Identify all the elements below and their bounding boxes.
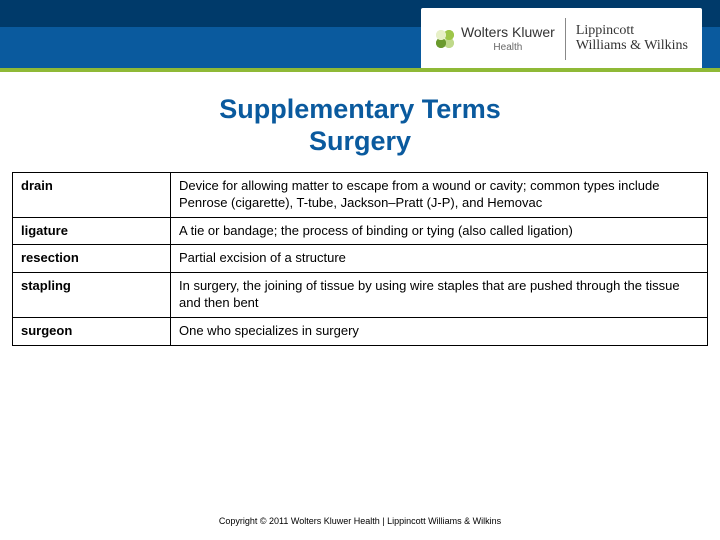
brand-right-line2: Williams & Wilkins — [576, 39, 688, 54]
wolters-kluwer-icon — [435, 29, 455, 49]
table-row: resection Partial excision of a structur… — [13, 245, 708, 273]
brand-divider — [565, 18, 566, 60]
definition-cell: In surgery, the joining of tissue by usi… — [171, 273, 708, 318]
table-row: stapling In surgery, the joining of tiss… — [13, 273, 708, 318]
term-cell: surgeon — [13, 318, 171, 346]
terms-table: drain Device for allowing matter to esca… — [12, 172, 708, 346]
table-row: ligature A tie or bandage; the process o… — [13, 217, 708, 245]
header-band: Wolters Kluwer Health Lippincott William… — [0, 0, 720, 72]
term-cell: resection — [13, 245, 171, 273]
brand-left-sub: Health — [461, 43, 555, 53]
term-cell: drain — [13, 172, 171, 217]
brand-left: Wolters Kluwer Health — [435, 25, 555, 53]
definition-cell: Partial excision of a structure — [171, 245, 708, 273]
term-cell: ligature — [13, 217, 171, 245]
table-row: surgeon One who specializes in surgery — [13, 318, 708, 346]
title-line1: Supplementary Terms — [219, 94, 501, 124]
brand-left-name: Wolters Kluwer — [461, 25, 555, 39]
title-line2: Surgery — [309, 126, 411, 156]
copyright-text: Copyright © 2011 Wolters Kluwer Health |… — [0, 516, 720, 526]
definition-cell: One who specializes in surgery — [171, 318, 708, 346]
table-row: drain Device for allowing matter to esca… — [13, 172, 708, 217]
brand-block: Wolters Kluwer Health Lippincott William… — [421, 8, 702, 68]
page-title: Supplementary Terms Surgery — [0, 94, 720, 158]
brand-right-line1: Lippincott — [576, 24, 688, 39]
brand-right: Lippincott Williams & Wilkins — [576, 24, 688, 53]
definition-cell: A tie or bandage; the process of binding… — [171, 217, 708, 245]
definition-cell: Device for allowing matter to escape fro… — [171, 172, 708, 217]
terms-table-body: drain Device for allowing matter to esca… — [13, 172, 708, 345]
term-cell: stapling — [13, 273, 171, 318]
